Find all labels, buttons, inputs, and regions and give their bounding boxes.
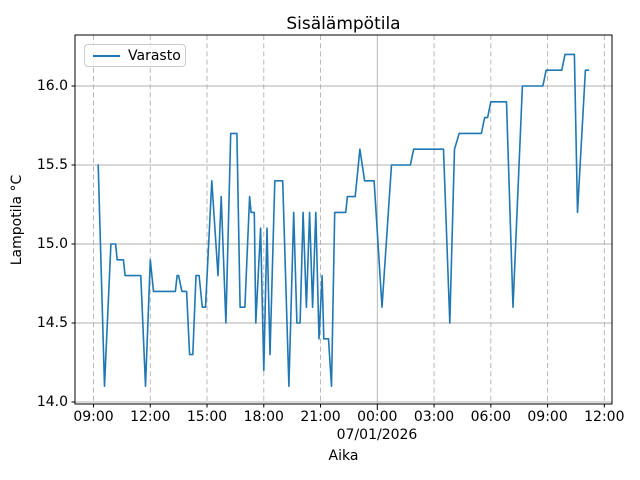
axes-frame	[74, 34, 613, 405]
x-tick-label: 18:00	[243, 409, 284, 425]
x-tick-label: 03:00	[413, 409, 455, 425]
y-tick-label: 16.0	[36, 78, 68, 94]
y-tick-label: 14.5	[36, 315, 68, 331]
legend-line-sample	[93, 54, 120, 57]
x-tick-label: 06:00	[470, 409, 511, 425]
x-tick-label: 21:00	[300, 409, 341, 425]
chart-title: Sisälämpötila	[286, 14, 401, 34]
x-tick-label: 09:00	[527, 409, 568, 425]
x-tick-label: 09:00	[73, 409, 114, 425]
legend: Varasto	[84, 44, 186, 67]
y-tick-label: 15.5	[36, 157, 68, 173]
x-tick-label: 12:00	[130, 409, 171, 425]
legend-label: Varasto	[128, 47, 181, 64]
x-axis-date-label: 07/01/2026	[336, 427, 418, 443]
x-tick-label: 00:00	[357, 409, 398, 425]
series-line-varasto	[97, 53, 590, 388]
x-tick-label: 12:00	[584, 409, 625, 425]
y-tick-label: 14.0	[36, 394, 68, 410]
x-tick-label: 15:00	[186, 409, 228, 425]
x-axis-label: Aika	[328, 448, 359, 464]
y-tick-label: 15.0	[36, 236, 68, 252]
